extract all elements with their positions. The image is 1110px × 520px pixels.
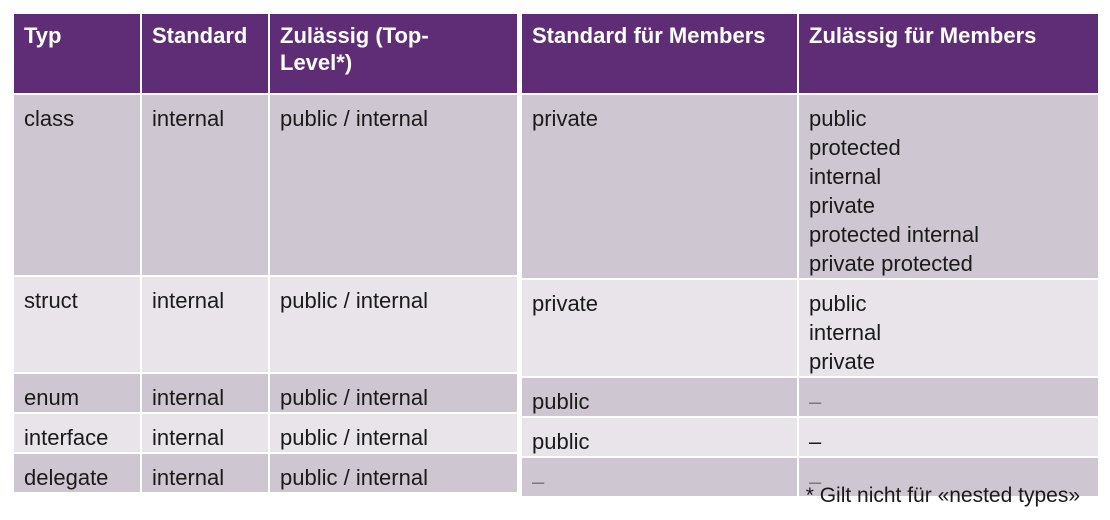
header-typ: Typ (14, 14, 142, 95)
cell-standard-members: private (522, 280, 799, 378)
header-standard: Standard (142, 14, 270, 95)
member-modifier: internal (809, 164, 882, 189)
member-modifier: private (809, 349, 876, 374)
cell-zulaessig-members: public internal private (799, 280, 1098, 378)
header-zulaessig-line1: Zulässig (Top- (280, 23, 429, 48)
member-modifier: protected internal (809, 222, 979, 247)
table-row-enum: enum internal public / internal (14, 374, 517, 414)
cell-zulaessig: public / internal (270, 277, 517, 374)
header-zulaessig-line2: Level*) (280, 50, 353, 75)
cell-typ: class (14, 95, 142, 277)
member-modifier: private protected (809, 251, 973, 276)
table-row-delegate: delegate internal public / internal (14, 454, 517, 494)
table-row-interface: public – (522, 418, 1098, 458)
header-zulaessig-toplevel: Zulässig (Top- Level*) (270, 14, 517, 95)
cell-zulaessig: public / internal (270, 414, 517, 454)
table-row-struct: private public internal private (522, 280, 1098, 378)
access-table-members: Standard für Members Zulässig für Member… (522, 14, 1098, 498)
cell-typ: interface (14, 414, 142, 454)
header-standard-members: Standard für Members (522, 14, 799, 95)
cell-zulaessig: public / internal (270, 374, 517, 414)
table-row-class: class internal public / internal (14, 95, 517, 277)
table-row-interface: interface internal public / internal (14, 414, 517, 454)
cell-standard-members: public (522, 418, 799, 458)
member-modifier: protected (809, 135, 901, 160)
table-row-class: private public protected internal privat… (522, 95, 1098, 280)
cell-standard-members: public (522, 378, 799, 418)
cell-standard: internal (142, 277, 270, 374)
access-table-toplevel: Typ Standard Zulässig (Top- Level*) class… (14, 14, 517, 494)
cell-standard: internal (142, 454, 270, 494)
table-row-enum: public – (522, 378, 1098, 418)
cell-typ: enum (14, 374, 142, 414)
table-header-row: Typ Standard Zulässig (Top- Level*) (14, 14, 517, 95)
header-zulaessig-members: Zulässig für Members (799, 14, 1098, 95)
member-modifier: internal (809, 320, 882, 345)
table-row-struct: struct internal public / internal (14, 277, 517, 374)
cell-standard-members: private (522, 95, 799, 280)
member-modifier: private (809, 193, 876, 218)
cell-zulaessig: public / internal (270, 454, 517, 494)
cell-zulaessig-members: – (799, 458, 1098, 498)
cell-standard: internal (142, 95, 270, 277)
cell-zulaessig-members: public protected internal private protec… (799, 95, 1098, 280)
member-modifier: public (809, 106, 867, 131)
cell-zulaessig: public / internal (270, 95, 517, 277)
member-modifier: public (809, 291, 867, 316)
cell-standard: internal (142, 374, 270, 414)
cell-typ: delegate (14, 454, 142, 494)
cell-standard: internal (142, 414, 270, 454)
table-header-row: Standard für Members Zulässig für Member… (522, 14, 1098, 95)
cell-zulaessig-members: – (799, 378, 1098, 418)
footnote: * Gilt nicht für «nested types» (805, 484, 1080, 507)
cell-typ: struct (14, 277, 142, 374)
table-row-delegate: – – (522, 458, 1098, 498)
cell-standard-members: – (522, 458, 799, 498)
cell-zulaessig-members: – (799, 418, 1098, 458)
